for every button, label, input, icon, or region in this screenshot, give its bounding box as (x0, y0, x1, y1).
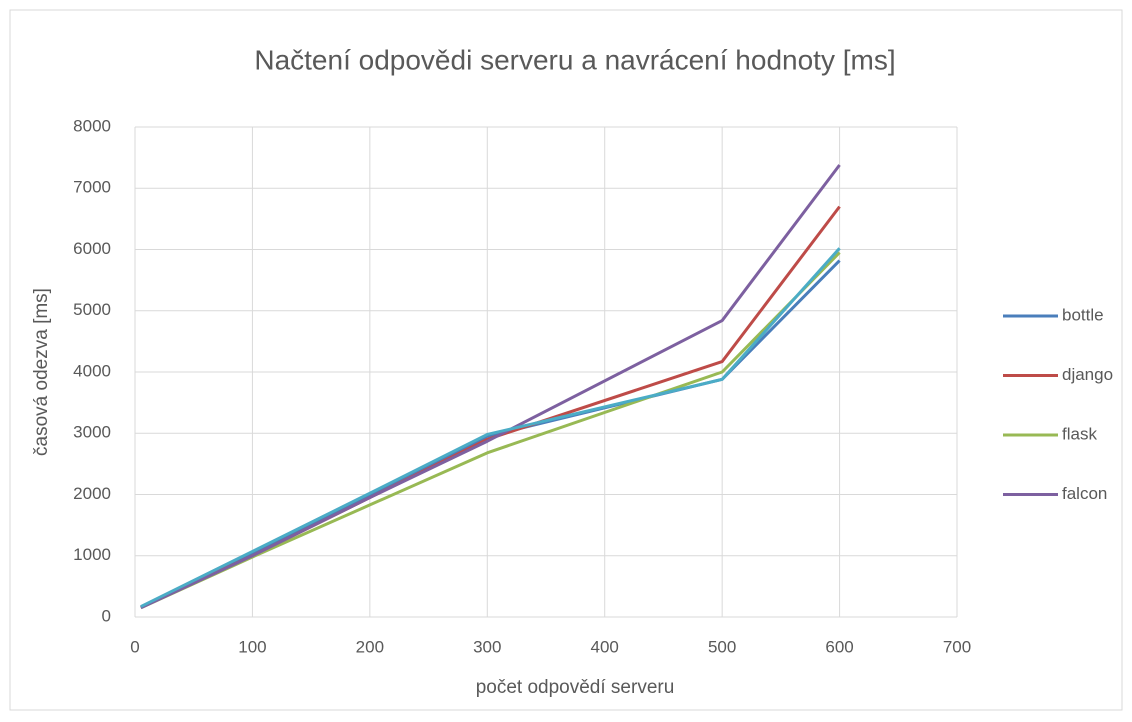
legend-label: flask (1062, 424, 1097, 443)
lines (140, 164, 841, 610)
legend-label: django (1062, 365, 1113, 384)
chart-frame (9, 9, 1123, 711)
x-axis-label: počet odpovědí serveru (476, 677, 675, 698)
series-line (140, 247, 841, 608)
grid: 0 1000 2000 3000 4000 5000 6000 7000 8000 0 100 200… (73, 116, 971, 656)
legend: bottle django flask falcon (1003, 305, 1113, 503)
y-tick-label: 1000 (73, 545, 111, 564)
chart-title: Načtení odpovědi serveru a navrácení hod… (254, 44, 895, 75)
x-tick-label: 300 (473, 637, 501, 656)
y-tick-label: 8000 (73, 116, 111, 135)
y-axis-label: časová odezva [ms] (31, 288, 52, 456)
x-tick-label: 100 (238, 637, 266, 656)
y-tick-label: 7000 (73, 178, 111, 197)
y-tick-label: 3000 (73, 423, 111, 442)
x-tick-label: 0 (130, 637, 139, 656)
x-tick-label: 700 (943, 637, 971, 656)
x-tick-label: 500 (708, 637, 736, 656)
y-tick-label: 0 (102, 606, 111, 625)
y-tick-label: 6000 (73, 239, 111, 258)
y-tick-label: 2000 (73, 484, 111, 503)
y-tick-label: 5000 (73, 300, 111, 319)
legend-label: falcon (1062, 484, 1107, 503)
series-line (140, 164, 841, 610)
x-tick-label: 600 (825, 637, 853, 656)
y-tick-label: 4000 (73, 361, 111, 380)
x-tick-label: 400 (591, 637, 619, 656)
x-tick-label: 200 (356, 637, 384, 656)
legend-label: bottle (1062, 305, 1104, 324)
